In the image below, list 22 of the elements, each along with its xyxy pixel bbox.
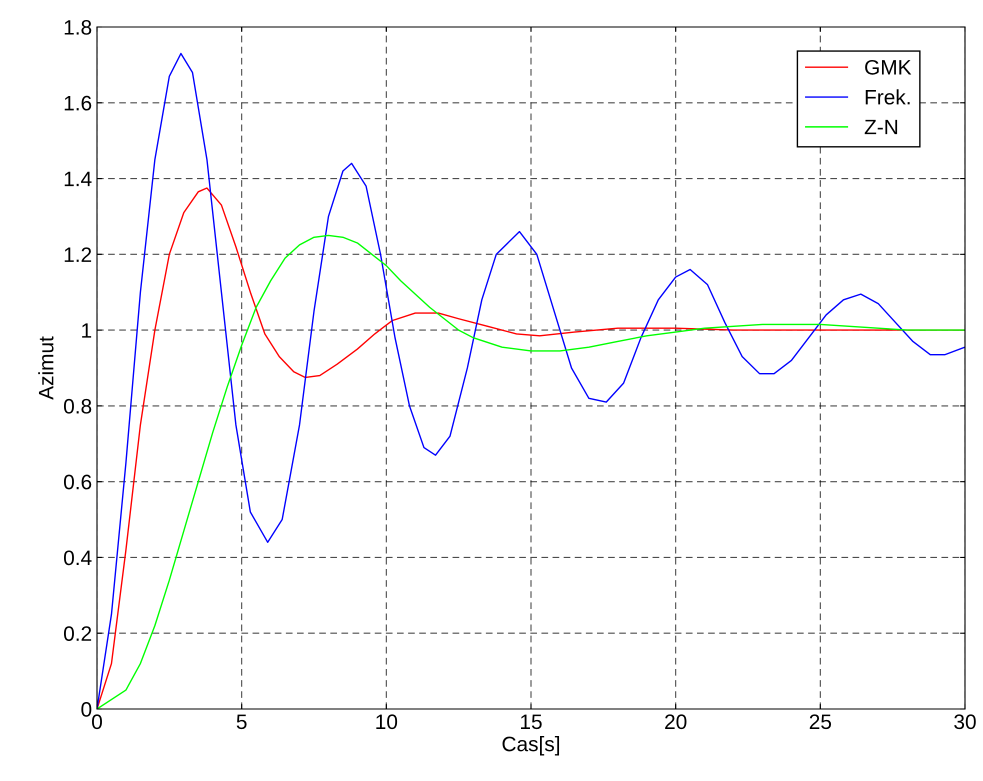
x-tick-label: 10 bbox=[376, 714, 398, 730]
legend-label: Frek. bbox=[866, 89, 910, 105]
x-tick-label: 15 bbox=[521, 714, 542, 730]
y-tick-label: 0 bbox=[81, 702, 92, 717]
x-tick-label: 30 bbox=[954, 714, 976, 730]
x-tick-label: 0 bbox=[92, 714, 102, 730]
y-axis-title: Azimut bbox=[38, 336, 54, 400]
x-tick-label: 5 bbox=[236, 714, 247, 730]
legend-label: GMK bbox=[865, 60, 912, 75]
y-tick-label: 1.8 bbox=[64, 20, 92, 35]
y-tick-label: 0.4 bbox=[64, 550, 92, 566]
y-tick-label: 1 bbox=[82, 323, 92, 338]
x-tick-label: 20 bbox=[665, 714, 686, 730]
y-tick-label: 0.8 bbox=[64, 398, 92, 414]
y-tick-label: 1.2 bbox=[64, 247, 92, 262]
x-tick-label: 25 bbox=[810, 714, 832, 730]
y-tick-label: 0.6 bbox=[64, 474, 92, 490]
x-axis-title: Cas[s] bbox=[502, 736, 560, 756]
y-tick-label: 0.2 bbox=[64, 626, 92, 641]
y-tick-label: 1.6 bbox=[64, 96, 92, 111]
legend-label: Z-N bbox=[864, 120, 898, 134]
y-tick-label: 1.4 bbox=[64, 172, 92, 186]
